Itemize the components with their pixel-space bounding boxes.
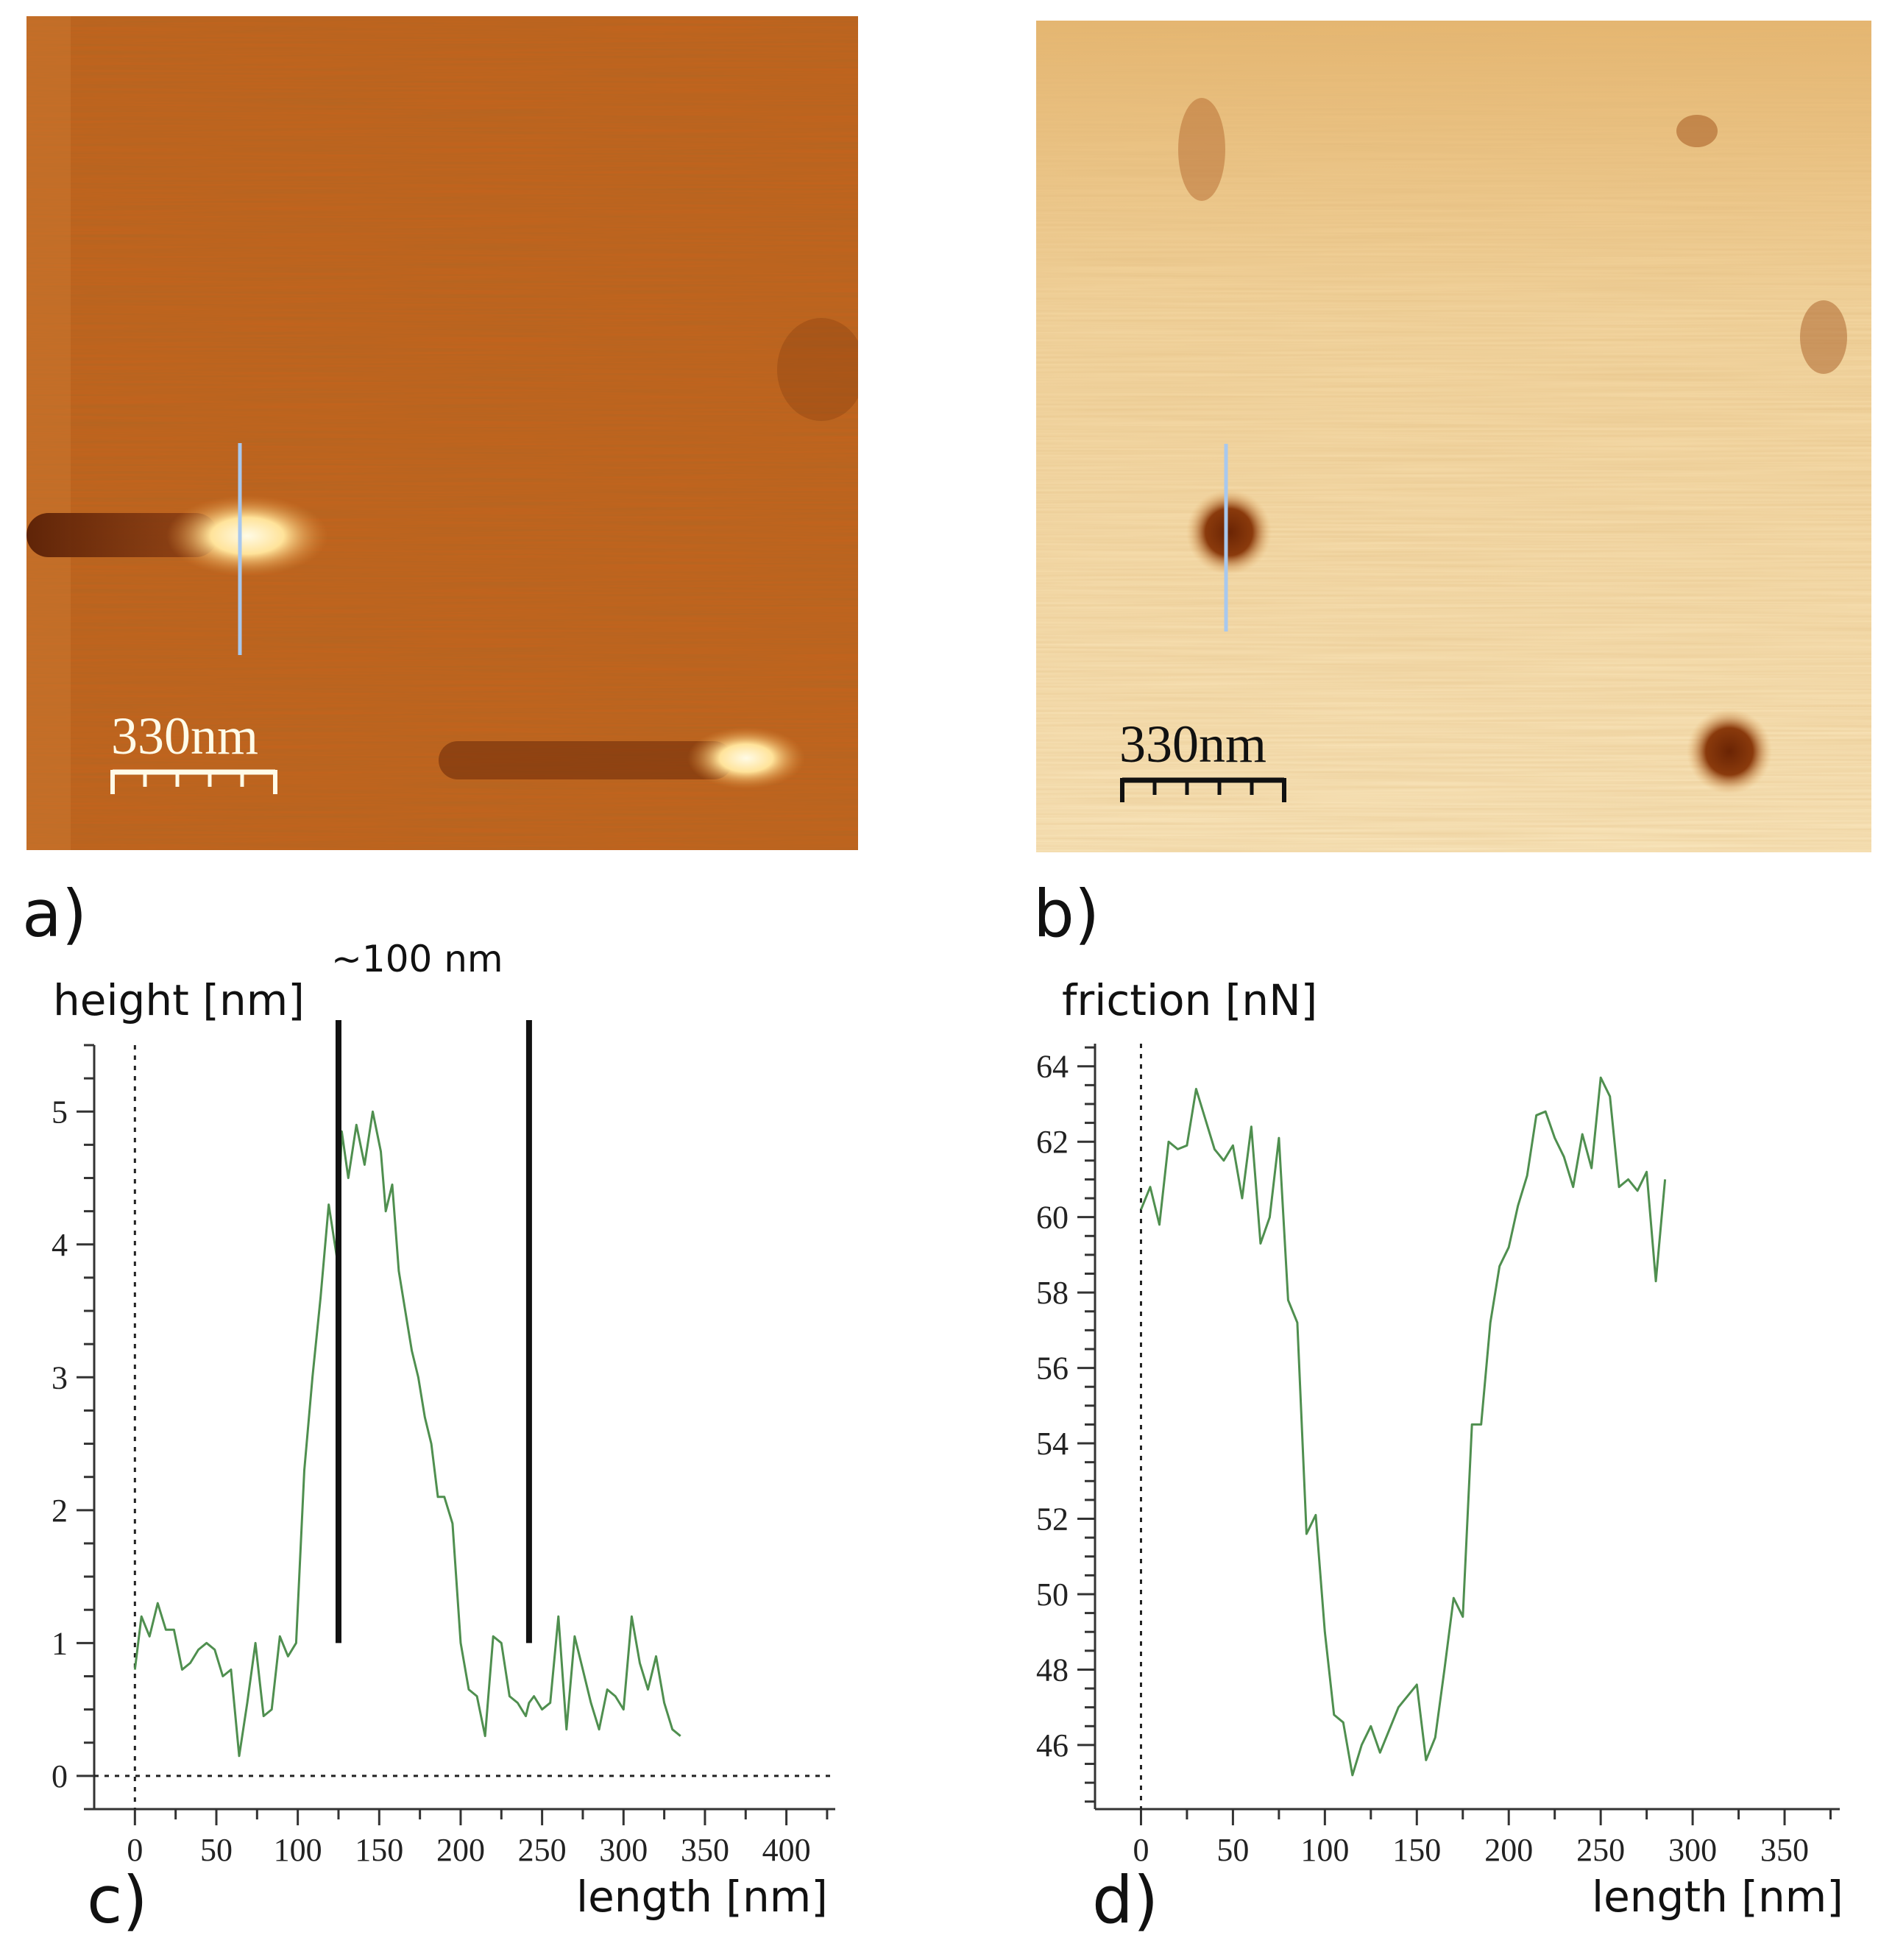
- series-line-c: [133, 1110, 681, 1758]
- panel-label-b: b): [1033, 876, 1100, 952]
- chart-d-ylabel: friction [nN]: [1062, 975, 1318, 1025]
- scale-bar-b: 330nm: [1119, 715, 1286, 802]
- x-tick-label-d: 200: [1484, 1832, 1533, 1868]
- bright-feature-1: [166, 495, 328, 576]
- x-tick-label-d: 150: [1392, 1832, 1441, 1868]
- scale-bar-label-b: 330nm: [1119, 715, 1266, 774]
- x-tick-label-c: 250: [518, 1832, 567, 1868]
- y-tick-label-c: 0: [52, 1758, 68, 1794]
- x-tick-label-d: 100: [1300, 1832, 1349, 1868]
- dark-trail-2: [439, 741, 733, 779]
- y-tick-label-d: 58: [1036, 1275, 1069, 1311]
- scale-bar-label-a: 330nm: [111, 707, 258, 765]
- x-tick-label-d: 250: [1576, 1832, 1625, 1868]
- panel-label-a: a): [22, 876, 88, 952]
- x-tick-label-c: 400: [762, 1832, 811, 1868]
- y-tick-label-c: 3: [52, 1359, 68, 1395]
- x-tick-label-c: 150: [355, 1832, 403, 1868]
- x-tick-label-d: 50: [1216, 1832, 1249, 1868]
- x-tick-label-c: 300: [599, 1832, 648, 1868]
- series-line-d: [1140, 1076, 1667, 1777]
- afm-friction-image: 330nm: [1036, 21, 1871, 852]
- panel-label-d: d): [1092, 1862, 1159, 1938]
- y-tick-label-c: 4: [52, 1227, 68, 1263]
- chart-c-ylabel: height [nm]: [53, 975, 305, 1025]
- y-tick-label-d: 62: [1036, 1124, 1069, 1160]
- y-tick-label-c: 2: [52, 1493, 68, 1529]
- y-tick-label-d: 50: [1036, 1577, 1069, 1613]
- chart-d-xlabel: length [nm]: [1592, 1872, 1843, 1922]
- y-tick-label-d: 56: [1036, 1351, 1069, 1387]
- y-tick-label-c: 1: [52, 1625, 68, 1661]
- y-tick-label-d: 60: [1036, 1200, 1069, 1236]
- afm-height-image: 330nm: [26, 16, 858, 850]
- x-tick-label-c: 100: [274, 1832, 322, 1868]
- y-tick-label-d: 46: [1036, 1727, 1069, 1763]
- dark-feature-2: [1687, 709, 1772, 794]
- y-tick-label-d: 52: [1036, 1501, 1069, 1538]
- chart-c-annotation: ~100 nm: [331, 938, 503, 980]
- y-tick-label-d: 48: [1036, 1652, 1069, 1688]
- x-tick-label-d: 350: [1760, 1832, 1809, 1868]
- y-tick-label-c: 5: [52, 1094, 68, 1130]
- x-tick-label-c: 50: [200, 1832, 233, 1868]
- y-tick-label-d: 64: [1036, 1049, 1069, 1085]
- x-tick-label-c: 200: [436, 1832, 485, 1868]
- dark-feature-1: [1186, 489, 1272, 575]
- bright-feature-2: [687, 727, 805, 789]
- chart-c-xlabel: length [nm]: [576, 1872, 828, 1922]
- x-tick-label-c: 350: [681, 1832, 729, 1868]
- x-tick-label-d: 300: [1668, 1832, 1717, 1868]
- panel-label-c: c): [87, 1862, 148, 1938]
- y-tick-label-d: 54: [1036, 1426, 1069, 1462]
- scale-bar-a: 330nm: [110, 707, 277, 794]
